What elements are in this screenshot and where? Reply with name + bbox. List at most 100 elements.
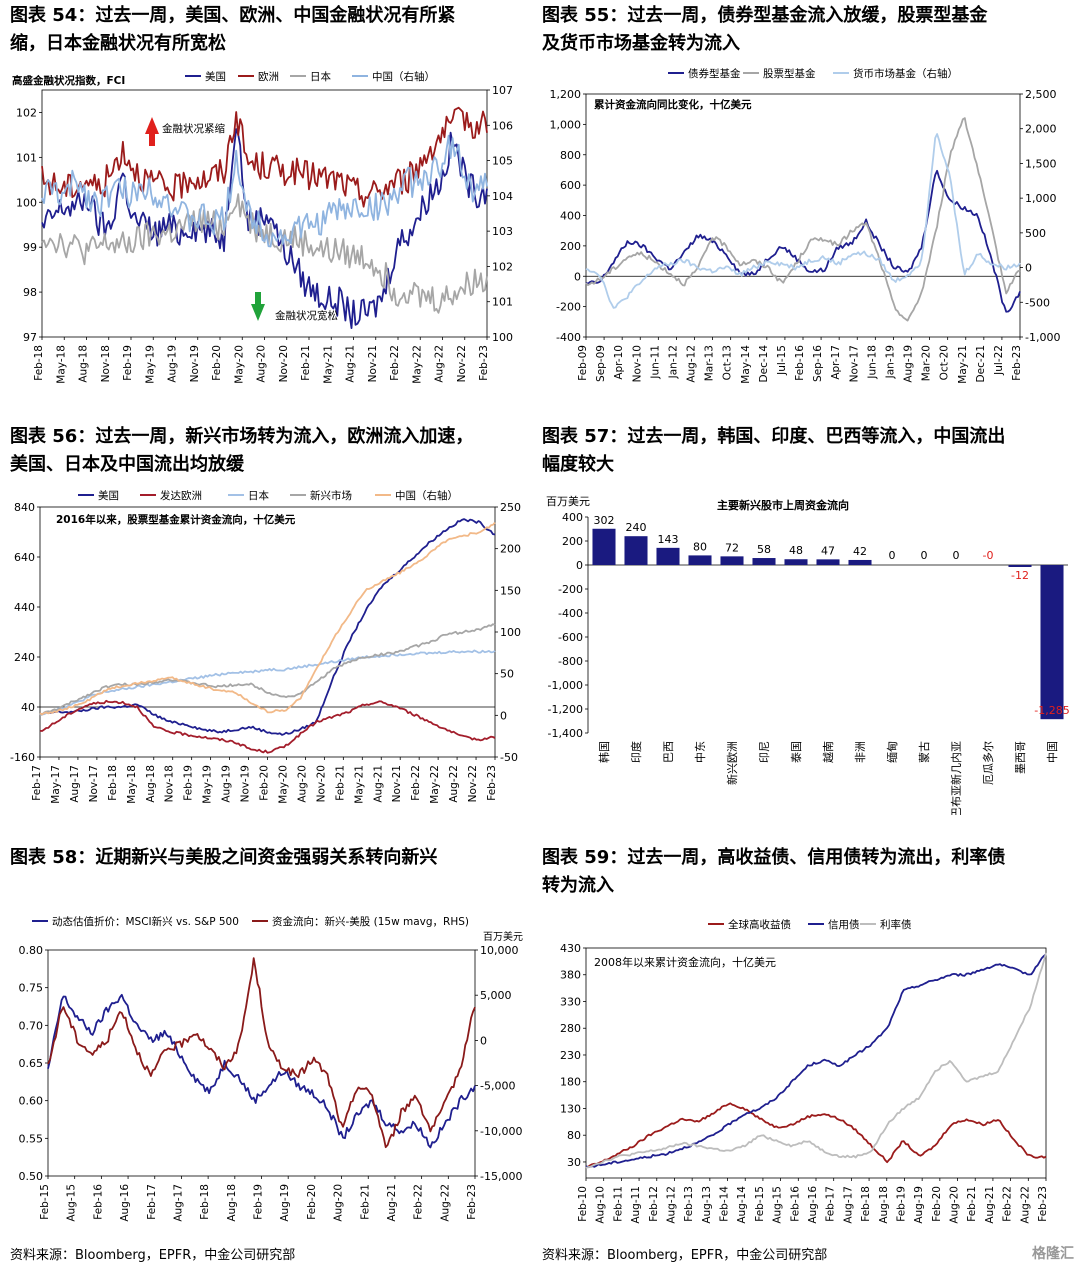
y-tick-label: 0.55 [19, 1132, 44, 1145]
y-tick-label: -160 [10, 751, 35, 764]
x-tick-label: Jun-18 [866, 345, 878, 380]
x-tick-label: 缅甸 [885, 741, 899, 763]
series-line [39, 623, 496, 716]
y2-tick-label: 107 [492, 84, 513, 97]
chart-55-bond-equity-mmf: -400 -200 0 200 400 600 800 1,000 1,200 -1,000 -50… [550, 67, 1061, 384]
title-line-2: 转为流入 [542, 875, 614, 896]
x-tick-label: Feb-15 [754, 1186, 766, 1222]
x-tick-label: Feb-21 [359, 1184, 371, 1220]
x-tick-label: Jul-22 [993, 345, 1005, 376]
y2-tick-label: 2,500 [1025, 88, 1057, 101]
chart-subtitle: 2008年以来累计资金流向，十亿美元 [594, 955, 776, 969]
title-line-1: 图表 55：过去一周，债券型基金流入放缓，股票型基金 [542, 5, 988, 26]
x-tick-label: 新兴欧洲 [725, 741, 739, 785]
y2-tick-label: 101 [492, 296, 513, 309]
legend-label: 中国（右轴） [372, 70, 435, 83]
y2-tick-label: -500 [1025, 296, 1050, 309]
series-line [585, 952, 1047, 1169]
bar-value-label: 240 [626, 521, 647, 534]
x-tick-label: May-21 [322, 345, 334, 384]
x-tick-label: Nov-17 [848, 345, 860, 382]
x-tick-label: May-18 [126, 765, 138, 804]
y-tick-label: 0 [576, 559, 583, 572]
x-tick-label: Feb-10 [577, 1186, 589, 1222]
y-tick-label: -1,200 [548, 703, 583, 716]
series-line [41, 134, 488, 248]
bar [816, 559, 840, 565]
y2-tick-label: 102 [492, 260, 513, 273]
y2-tick-label: 104 [492, 190, 513, 203]
panel-title-55: 图表 55：过去一周，债券型基金流入放缓，股票型基金 及货币市场基金转为流入 [542, 2, 1072, 58]
bar-value-label: 58 [757, 543, 771, 556]
x-tick-label: Aug-20 [256, 345, 268, 383]
series-line [41, 193, 488, 314]
legend-label: 日本 [310, 70, 331, 83]
x-tick-label: Aug-19 [279, 1184, 291, 1222]
y-tick-label: 130 [560, 1102, 581, 1115]
x-tick-label: Jun-11 [649, 345, 661, 380]
y-tick-label: 102 [16, 106, 37, 119]
chart-56-equity-flows: -160 40 240 440 640 840 -50 0 50 100 150 200 250 Feb-… [10, 489, 521, 804]
x-tick-label: Feb-16 [789, 1186, 801, 1222]
y-tick-label: 200 [560, 240, 581, 253]
x-tick-label: Aug-16 [807, 1186, 819, 1224]
series-line [41, 128, 488, 330]
y-tick-label: -1,400 [548, 727, 583, 740]
x-tick-label: Feb-18 [199, 1184, 211, 1220]
y2-tick-label: 50 [500, 668, 514, 681]
legend-label: 新兴市场 [310, 489, 352, 502]
title-line-1: 图表 54：过去一周，美国、欧洲、中国金融状况有所紧 [10, 5, 456, 26]
y-tick-label: 840 [14, 501, 35, 514]
legend-label: 全球高收益债 [728, 918, 791, 931]
x-tick-label: May-21 [957, 345, 969, 384]
bar-value-label: 0 [889, 549, 896, 562]
y-tick-label: 280 [560, 1022, 581, 1035]
series-line [47, 957, 476, 1149]
y-tick-label: 640 [14, 551, 35, 564]
y2-tick-label: 1,000 [1025, 192, 1057, 205]
bar [1040, 565, 1064, 720]
y-tick-label: 400 [562, 511, 583, 524]
series-line [585, 169, 1021, 313]
x-tick-label: Aug-22 [1019, 1186, 1031, 1224]
x-tick-label: Aug-22 [439, 1184, 451, 1222]
series-line [47, 993, 476, 1149]
bar [752, 558, 776, 565]
x-tick-label: Aug-17 [842, 1186, 854, 1224]
x-tick-label: Feb-16 [794, 345, 806, 381]
x-tick-label: Aug-15 [66, 1184, 78, 1222]
y2-tick-label: 10,000 [480, 944, 519, 957]
x-tick-label: Feb-21 [966, 1186, 978, 1222]
x-tick-label: 泰国 [789, 741, 803, 763]
y-tick-label: 600 [560, 179, 581, 192]
y-tick-label: 440 [14, 601, 35, 614]
x-tick-label: Feb-22 [389, 345, 401, 381]
x-tick-label: May-19 [202, 765, 214, 804]
y2-tick-label: 250 [500, 501, 521, 514]
watermark-logo: 格隆汇 [1032, 1246, 1074, 1262]
x-tick-label: Aug-19 [167, 345, 179, 383]
y-tick-label: -600 [558, 631, 583, 644]
x-tick-label: Feb-18 [33, 345, 45, 381]
x-tick-label: Feb-17 [146, 1184, 158, 1220]
series-line [585, 1102, 1047, 1168]
x-tick-label: May-22 [429, 765, 441, 804]
bar-value-label: -0 [983, 549, 994, 562]
x-tick-label: 印度 [629, 741, 643, 763]
series-line [39, 518, 496, 736]
x-tick-label: Aug-21 [984, 1186, 996, 1224]
x-tick-label: Feb-19 [183, 765, 195, 801]
annotation-loose: 金融状况宽松 [275, 309, 338, 322]
title-line-2: 美国、日本及中国流出均放缓 [10, 454, 244, 475]
x-tick-label: Feb-21 [300, 345, 312, 381]
x-tick-label: Feb-23 [478, 345, 490, 381]
x-tick-label: Aug-20 [949, 1186, 961, 1224]
y-tick-label: 0 [574, 270, 581, 283]
x-tick-label: Apr-10 [613, 345, 625, 380]
x-tick-label: Nov-22 [456, 345, 468, 382]
annotation-tight: 金融状况紧缩 [162, 122, 225, 135]
x-tick-label: Nov-22 [467, 765, 479, 802]
x-tick-label: 韩国 [597, 741, 611, 763]
legend-label: 中国（右轴） [395, 489, 458, 502]
x-tick-label: Aug-11 [630, 1186, 642, 1224]
